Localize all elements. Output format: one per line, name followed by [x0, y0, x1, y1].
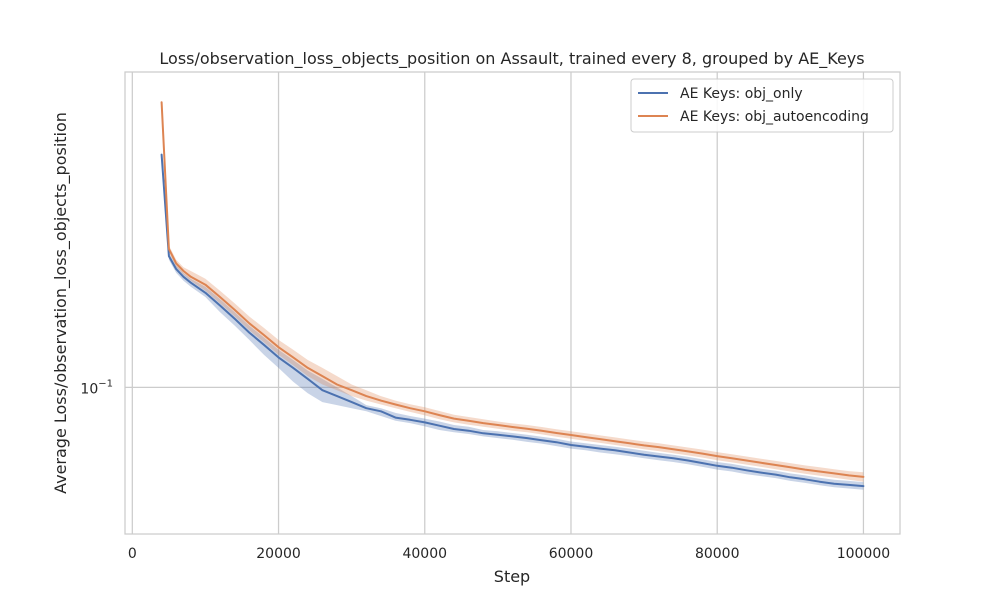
line-ae-keys-obj-only	[160, 153, 865, 488]
chart-title: Loss/observation_loss_objects_position o…	[159, 49, 864, 69]
band-ae-keys-obj-only	[161, 150, 864, 490]
series-lines	[160, 101, 865, 488]
line-ae-keys-obj-autoencoding	[160, 101, 865, 478]
x-tick-label: 0	[128, 546, 137, 562]
x-tick-label: 80000	[695, 546, 740, 562]
legend-label-obj-autoencoding: AE Keys: obj_autoencoding	[680, 109, 869, 125]
legend-box	[630, 78, 894, 133]
x-tick-label: 100000	[837, 546, 890, 562]
x-tick-label: 40000	[402, 546, 447, 562]
confidence-bands	[161, 100, 864, 490]
x-tick-label: 60000	[549, 546, 594, 562]
legend: AE Keys: obj_only AE Keys: obj_autoencod…	[630, 78, 894, 133]
plot-frame	[124, 71, 901, 535]
legend-label-obj-only: AE Keys: obj_only	[680, 86, 803, 102]
plot-area	[125, 72, 900, 534]
y-axis-label: Average Loss/observation_loss_objects_po…	[51, 112, 71, 494]
x-tick-label: 20000	[256, 546, 301, 562]
band-ae-keys-obj-autoencoding	[161, 100, 864, 482]
grid-lines	[125, 72, 900, 534]
x-tick-labels: 0 20000 40000 60000 80000 100000	[128, 546, 890, 562]
x-axis-label: Step	[494, 567, 530, 586]
